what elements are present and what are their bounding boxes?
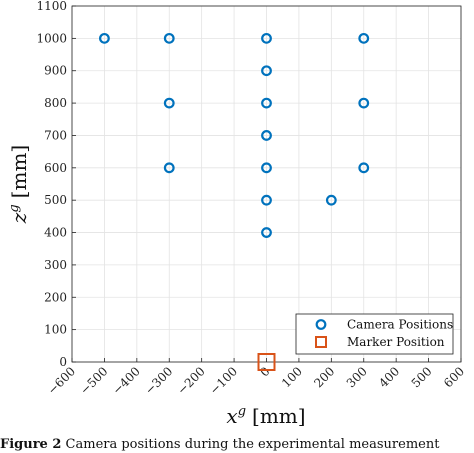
camera-position-point [261, 97, 272, 109]
y-tick-label: 800 [44, 96, 67, 110]
y-tick-label: 100 [44, 323, 67, 337]
camera-position-point [358, 32, 370, 44]
y-tick-label: 1100 [36, 0, 67, 13]
camera-position-point [261, 32, 272, 44]
camera-position-point [261, 65, 272, 77]
x-tick-label: −600 [45, 364, 78, 397]
x-tick-label: 300 [344, 364, 370, 390]
x-tick-label: −300 [142, 364, 175, 397]
y-axis-sup: g [7, 204, 22, 212]
camera-position-point [358, 162, 370, 174]
x-axis-unit: [mm] [252, 404, 306, 428]
caption-label: Figure 2 [0, 437, 62, 452]
y-axis-title: zg [mm] [7, 145, 31, 224]
camera-position-point [261, 227, 272, 238]
y-tick-label: 200 [44, 290, 67, 304]
legend-marker-marker [315, 336, 327, 348]
legend: Camera Positions Marker Position [295, 313, 454, 355]
legend-marker-camera [315, 319, 327, 330]
y-tick-label: 1000 [36, 31, 67, 45]
y-tick-label: 400 [44, 226, 67, 240]
x-axis-ticks: −600 −500 −400 −300 −200 −100 0 100 200 300 400 500… [45, 358, 467, 397]
caption-text: Camera positions during the experimental… [61, 437, 440, 452]
camera-position-point [261, 162, 272, 174]
camera-position-point [163, 97, 175, 109]
y-tick-label: 500 [44, 193, 67, 207]
camera-position-point [325, 194, 337, 206]
legend-label-marker: Marker Position [347, 335, 445, 349]
camera-position-point [261, 130, 272, 141]
x-tick-label: 600 [441, 364, 467, 390]
data-points [99, 32, 370, 371]
y-tick-label: 600 [44, 161, 67, 175]
y-tick-label: 0 [59, 355, 67, 369]
y-axis-ticks: 0 100 200 300 400 500 600 700 800 900 1000 1100 [36, 0, 76, 369]
figure-caption: Figure 2 Camera positions during the exp… [0, 437, 474, 452]
marker-position-point [257, 353, 276, 371]
x-axis-title: xg [mm] [226, 404, 305, 428]
x-tick-label: 100 [279, 364, 305, 390]
x-tick-label: 200 [311, 364, 337, 390]
x-tick-label: −500 [77, 364, 110, 397]
x-tick-label: 500 [409, 364, 435, 390]
x-axis-sup: g [238, 404, 246, 419]
legend-label-camera: Camera Positions [347, 318, 453, 332]
x-tick-label: 0 [257, 364, 272, 379]
scatter-chart: −600 −500 −400 −300 −200 −100 0 100 200 300 400 500… [7, 0, 467, 428]
x-tick-label: 400 [376, 364, 402, 390]
camera-position-point [99, 32, 110, 44]
y-tick-label: 900 [44, 64, 67, 78]
y-tick-label: 700 [44, 128, 67, 142]
grid-lines [71, 5, 462, 363]
camera-position-point [261, 194, 272, 206]
y-axis-var: z [7, 212, 31, 224]
x-tick-label: −400 [110, 364, 143, 397]
camera-position-point [163, 32, 175, 44]
camera-position-point [358, 97, 370, 109]
x-tick-label: −200 [175, 364, 208, 397]
x-tick-label: −100 [207, 364, 240, 397]
y-tick-label: 300 [44, 258, 67, 272]
y-axis-unit: [mm] [7, 145, 31, 199]
x-axis-var: x [226, 404, 237, 428]
camera-position-point [163, 162, 175, 174]
